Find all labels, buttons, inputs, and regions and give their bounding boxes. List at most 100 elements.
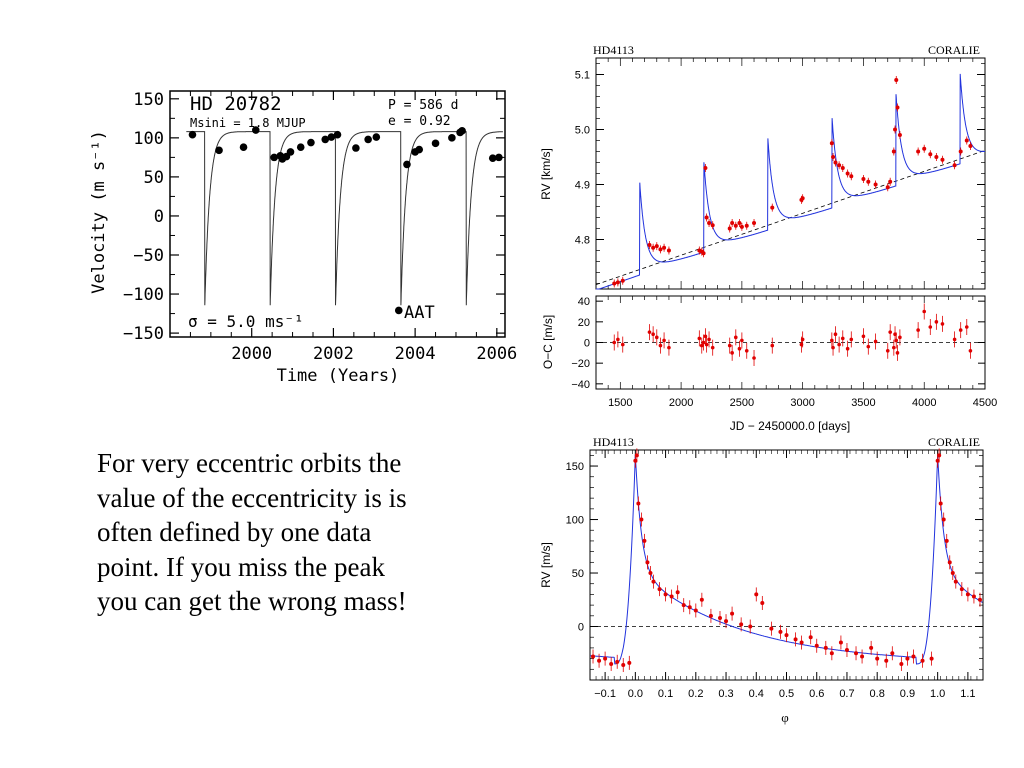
data-point — [769, 626, 774, 631]
data-point — [662, 245, 667, 250]
data-point — [372, 133, 381, 141]
data-point — [744, 223, 749, 228]
data-point — [666, 248, 671, 253]
y-tick-labels: 40 20 0 −20 −40 — [571, 296, 590, 391]
tick-marks — [589, 450, 983, 680]
data-point — [296, 143, 305, 152]
data-point — [699, 597, 704, 602]
data-point — [968, 144, 973, 148]
data-point — [760, 600, 765, 605]
residual-point — [740, 338, 744, 343]
x-tick-label: 2002 — [313, 344, 354, 364]
data-point — [215, 146, 223, 155]
data-point — [636, 501, 641, 506]
x-tick-label: 0.9 — [900, 688, 915, 700]
data-point — [964, 138, 969, 143]
y-tick-label: 0 — [578, 622, 584, 634]
data-point — [394, 306, 403, 315]
data-point — [793, 637, 798, 642]
data-point — [885, 185, 890, 190]
residual-point — [654, 335, 659, 340]
data-point — [947, 560, 952, 565]
residual-point — [898, 335, 902, 340]
data-point — [633, 458, 638, 463]
y-axis-label: RV [km/s] — [539, 148, 553, 200]
data-point — [849, 174, 854, 179]
data-point — [829, 651, 834, 656]
data-point — [799, 640, 804, 645]
data-point — [823, 645, 828, 650]
residual-point — [730, 351, 734, 355]
residual-point — [662, 338, 666, 343]
x-tick-label: 2006 — [476, 344, 517, 364]
y-tick-label: 0 — [584, 338, 590, 350]
x-tick-label: 0.5 — [779, 688, 794, 700]
data-point — [895, 105, 900, 110]
data-point — [597, 658, 602, 663]
data-point — [431, 139, 440, 148]
data-point — [658, 247, 663, 252]
data-point — [754, 592, 759, 597]
data-point — [971, 594, 976, 599]
residual-point — [968, 348, 973, 353]
data-point — [899, 661, 904, 666]
data-point — [621, 663, 626, 668]
tick-marks — [170, 91, 505, 337]
data-point — [495, 153, 503, 162]
y-tick-label: 100 — [133, 129, 164, 149]
x-tick-labels: 2000 2002 2004 2006 — [231, 344, 517, 364]
y-tick-label: −40 — [571, 379, 590, 391]
residual-point — [895, 351, 900, 355]
x-axis-label: Time (Years) — [277, 366, 400, 386]
data-point — [831, 155, 836, 159]
data-point — [965, 592, 970, 597]
residual-point — [697, 336, 702, 341]
residual-point — [888, 330, 892, 334]
data-point — [873, 182, 878, 187]
residual-point — [964, 325, 969, 329]
residual-point — [620, 342, 625, 347]
data-point — [840, 166, 845, 170]
data-point — [609, 661, 614, 666]
data-point — [687, 605, 692, 610]
instrument-label: CORALIE — [928, 435, 980, 449]
data-point — [953, 579, 958, 584]
data-point — [739, 622, 744, 627]
data-point — [448, 134, 456, 142]
residual-point — [710, 345, 715, 350]
data-point — [730, 611, 735, 616]
x-tick-label: 0.7 — [839, 688, 854, 700]
data-point — [651, 245, 656, 250]
y-tick-label: 50 — [144, 168, 164, 188]
x-tick-label: 1500 — [608, 397, 632, 409]
data-point — [861, 177, 866, 181]
y-tick-labels: 150 100 50 0 −50 −100 −150 — [123, 90, 164, 344]
data-point — [952, 163, 957, 168]
residual-point — [892, 345, 896, 350]
residual-point — [744, 348, 749, 353]
data-point — [829, 141, 834, 146]
x-tick-label: 0.1 — [658, 688, 673, 700]
model-curve — [186, 131, 503, 306]
data-point — [733, 223, 738, 228]
data-point — [364, 135, 372, 144]
residual-point — [612, 340, 617, 345]
data-point — [693, 608, 698, 613]
data-point — [591, 654, 596, 659]
data-point — [770, 205, 775, 210]
period-annotation: P = 586 d — [388, 98, 458, 113]
data-point — [894, 78, 899, 82]
data-point — [737, 221, 742, 225]
data-point — [739, 224, 744, 229]
residual-point — [733, 335, 738, 340]
x-tick-label: 0.3 — [718, 688, 733, 700]
y-tick-label: −100 — [123, 285, 164, 305]
x-tick-label: 0.6 — [809, 688, 824, 700]
star-label: HD4113 — [593, 43, 634, 57]
data-point — [488, 154, 497, 162]
residual-point — [861, 334, 866, 339]
data-point — [891, 149, 896, 154]
data-point — [748, 624, 753, 629]
data-point — [615, 280, 620, 285]
